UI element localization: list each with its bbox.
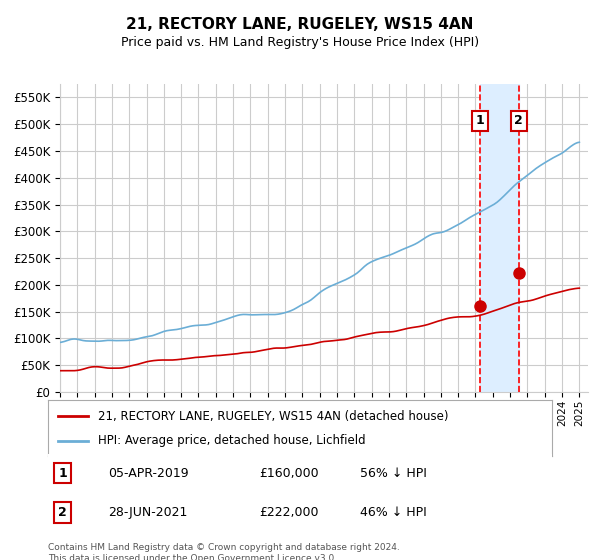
- Text: 1: 1: [475, 114, 484, 128]
- Text: 56% ↓ HPI: 56% ↓ HPI: [361, 466, 427, 480]
- Text: 1: 1: [58, 466, 67, 480]
- Text: 21, RECTORY LANE, RUGELEY, WS15 4AN (detached house): 21, RECTORY LANE, RUGELEY, WS15 4AN (det…: [98, 409, 449, 423]
- Text: £222,000: £222,000: [260, 506, 319, 519]
- Text: 2: 2: [58, 506, 67, 519]
- Text: Price paid vs. HM Land Registry's House Price Index (HPI): Price paid vs. HM Land Registry's House …: [121, 36, 479, 49]
- Text: HPI: Average price, detached house, Lichfield: HPI: Average price, detached house, Lich…: [98, 434, 366, 447]
- Text: £160,000: £160,000: [260, 466, 319, 480]
- Text: Contains HM Land Registry data © Crown copyright and database right 2024.
This d: Contains HM Land Registry data © Crown c…: [48, 543, 400, 560]
- Text: 46% ↓ HPI: 46% ↓ HPI: [361, 506, 427, 519]
- Text: 2: 2: [514, 114, 523, 128]
- Text: 21, RECTORY LANE, RUGELEY, WS15 4AN: 21, RECTORY LANE, RUGELEY, WS15 4AN: [127, 17, 473, 32]
- Text: 05-APR-2019: 05-APR-2019: [109, 466, 189, 480]
- Text: 28-JUN-2021: 28-JUN-2021: [109, 506, 188, 519]
- Bar: [480, 84, 519, 392]
